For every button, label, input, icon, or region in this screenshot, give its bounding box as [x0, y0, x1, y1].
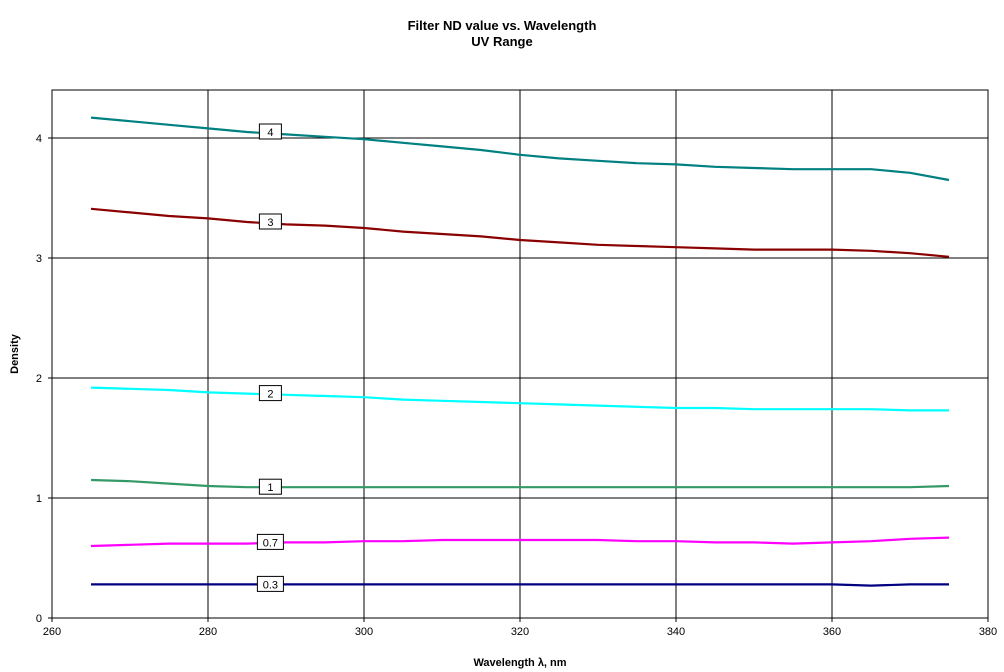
chart-subtitle: UV Range — [471, 34, 533, 49]
series-line-0-3 — [91, 583, 949, 587]
series-label-box — [258, 213, 282, 230]
series-label-text: 1 — [267, 482, 273, 494]
series-label-text: 4 — [267, 127, 273, 139]
chart-title: Filter ND value vs. Wavelength — [407, 18, 597, 33]
x-tick-label: 380 — [979, 626, 997, 638]
series-label-box — [258, 123, 282, 140]
series-label: 3 — [258, 213, 282, 230]
series-labels: 4 3 2 1 0.7 0.3 — [256, 123, 284, 592]
series-label-text: 0.3 — [263, 579, 278, 591]
series-label-text: 2 — [267, 389, 273, 401]
x-axis: 260 280 300 320 340 360 380 — [43, 618, 997, 638]
series-label-box — [258, 478, 282, 495]
x-tick-label: 360 — [823, 626, 841, 638]
series-line-4 — [90, 116, 950, 182]
series-label: 0.3 — [256, 575, 284, 592]
series-line-1 — [90, 478, 950, 489]
series-label-text: 3 — [267, 217, 273, 229]
series-line-0-7 — [90, 536, 950, 548]
x-tick-label: 280 — [199, 626, 217, 638]
y-axis-label: Density — [9, 333, 21, 374]
series-label: 1 — [258, 478, 282, 495]
series-label-text: 0.7 — [263, 537, 278, 549]
y-tick-label: 2 — [36, 373, 42, 385]
x-tick-label: 300 — [355, 626, 373, 638]
x-tick-label: 320 — [511, 626, 529, 638]
series-label: 2 — [258, 385, 282, 402]
series-label: 0.7 — [256, 533, 284, 550]
series-label-box — [258, 385, 282, 402]
series-label-box — [256, 533, 284, 550]
y-tick-label: 4 — [36, 133, 42, 145]
series-line-3 — [90, 207, 950, 258]
y-tick-label: 3 — [36, 253, 42, 265]
series-label: 4 — [258, 123, 282, 140]
x-tick-label: 340 — [667, 626, 685, 638]
y-tick-label: 0 — [36, 613, 42, 625]
series-line-2 — [90, 386, 949, 412]
series-label-box — [256, 575, 284, 592]
x-axis-label: Wavelength λ, nm — [473, 657, 566, 669]
grid-lines — [52, 90, 988, 618]
x-tick-label: 260 — [43, 626, 61, 638]
y-axis: 0 1 2 3 4 — [36, 133, 52, 625]
series-lines — [90, 116, 950, 587]
y-tick-label: 1 — [36, 493, 42, 505]
